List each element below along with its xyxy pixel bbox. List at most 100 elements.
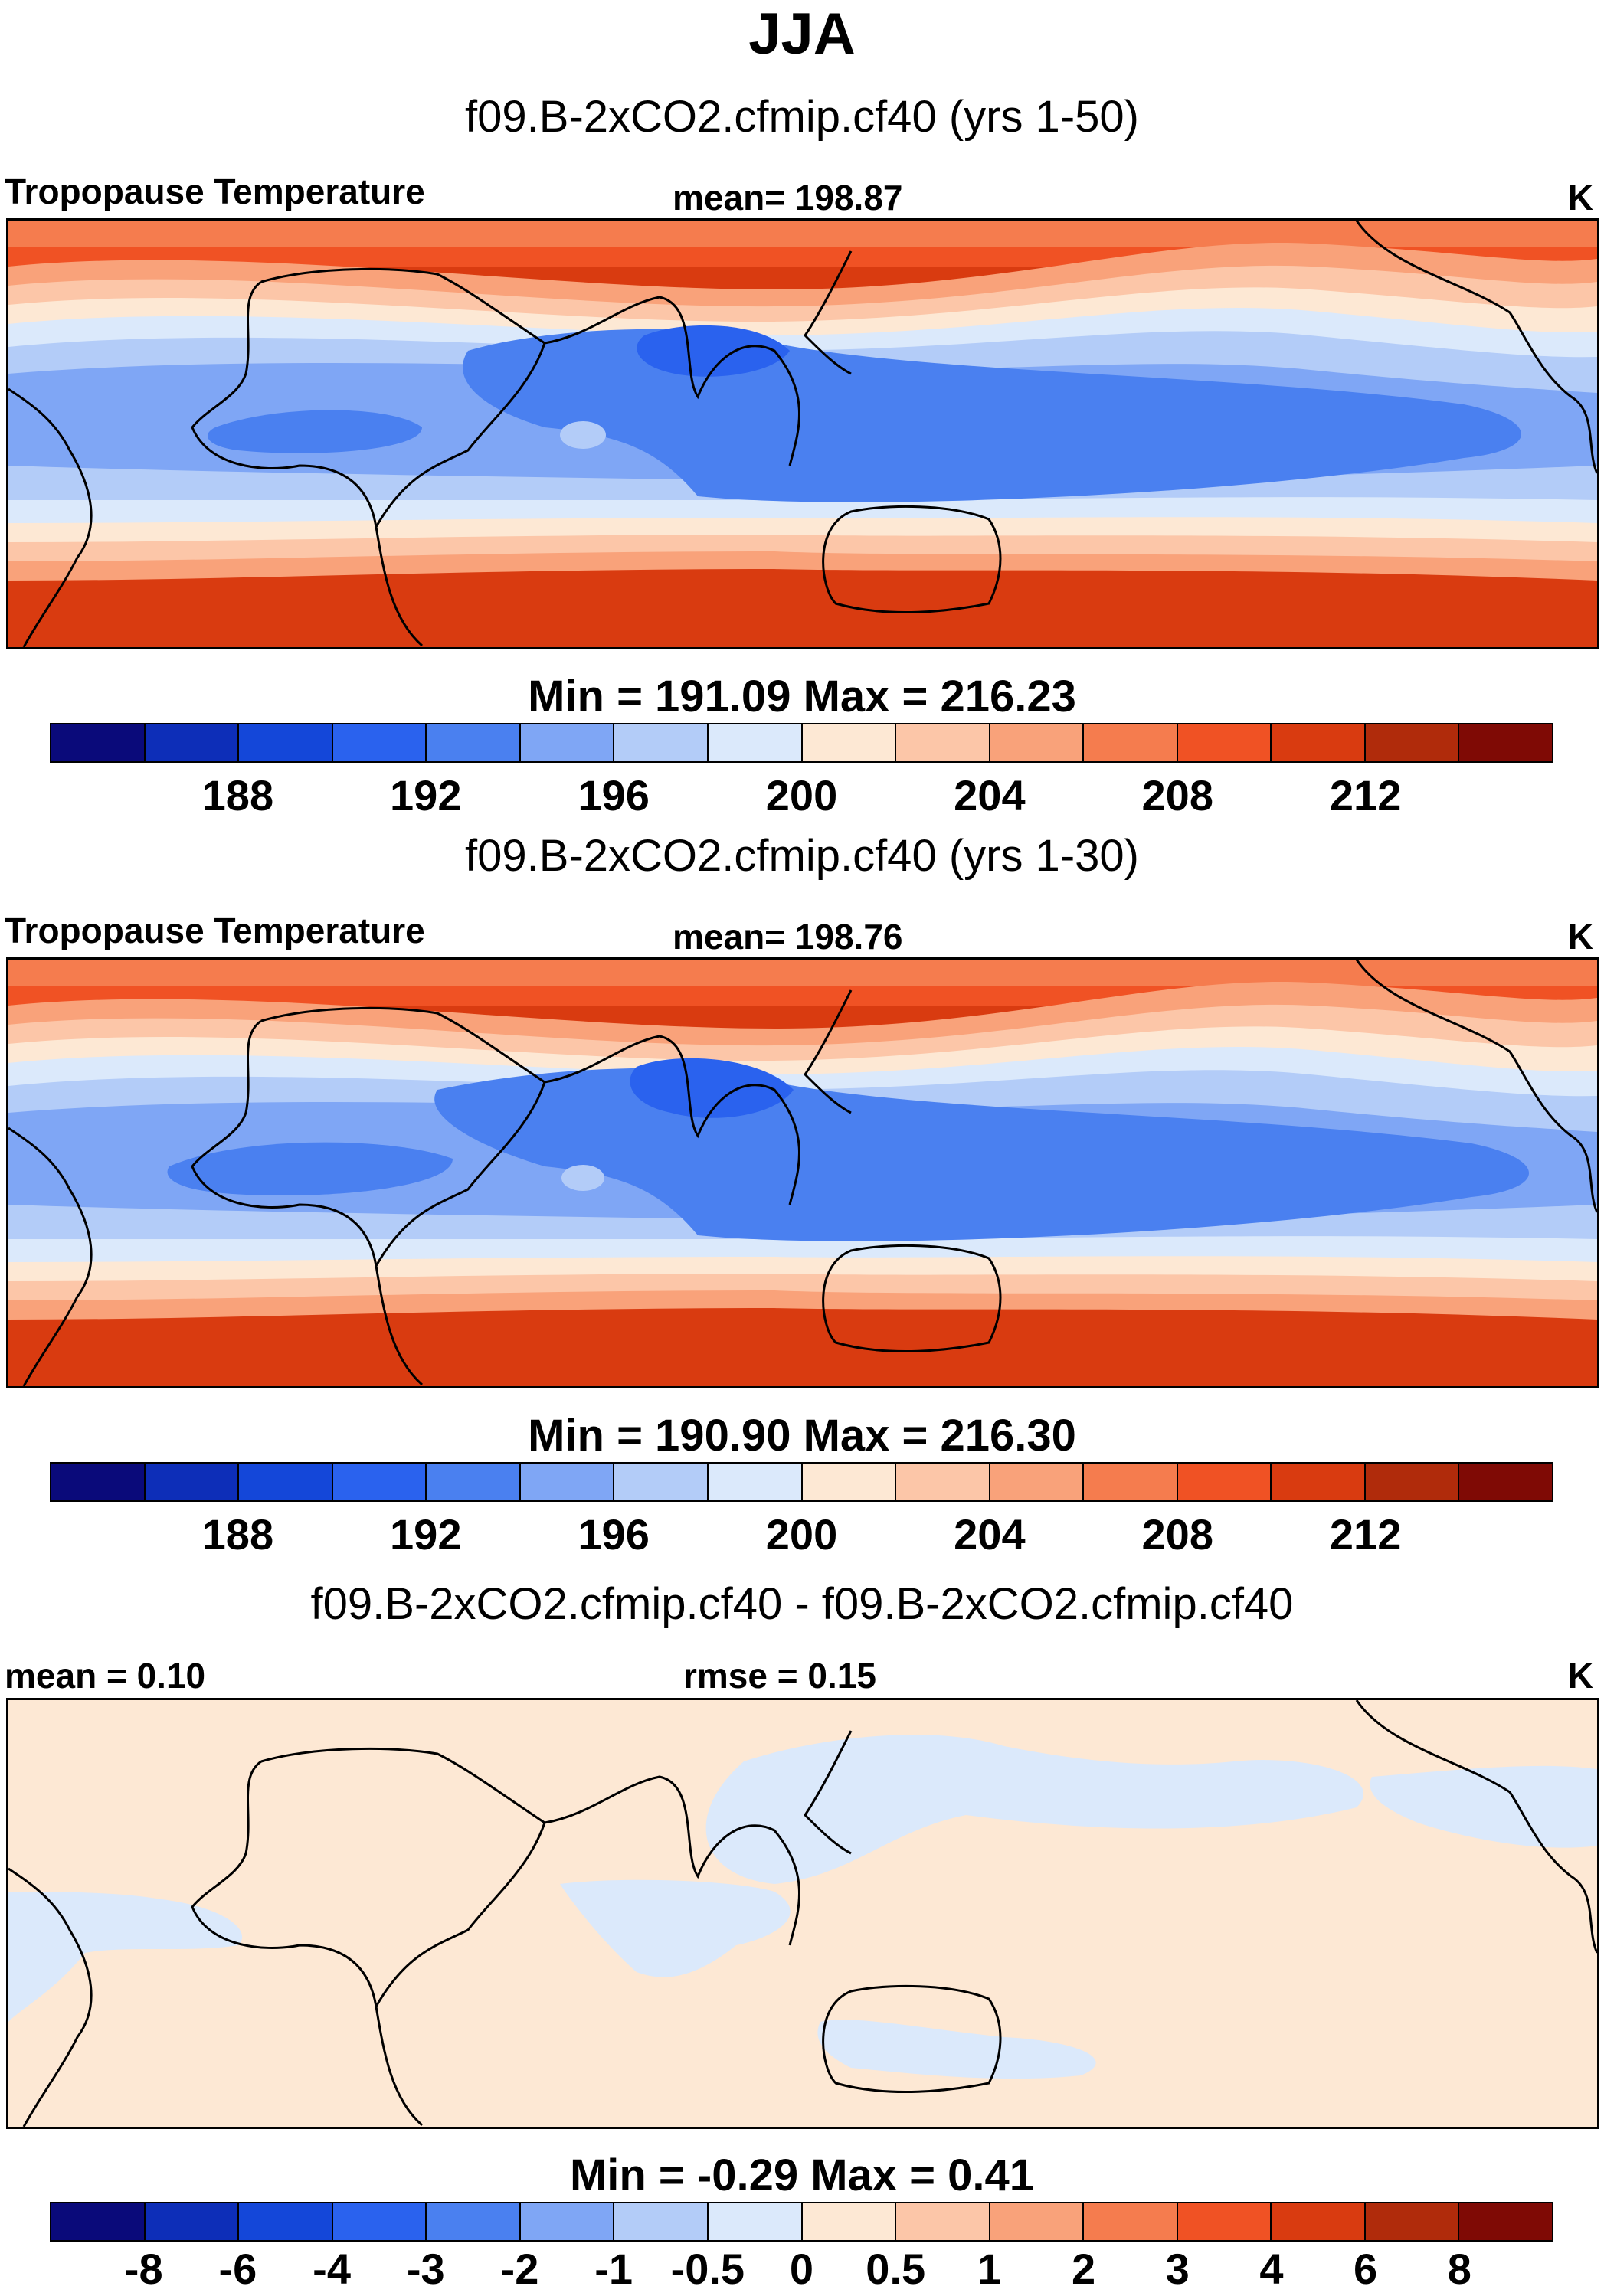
colorbar-tick-label: 200 bbox=[765, 771, 838, 819]
colorbar-swatch bbox=[1084, 724, 1178, 761]
colorbar-swatch bbox=[239, 2203, 333, 2240]
colorbar-tick-label: 212 bbox=[1329, 771, 1402, 819]
colorbar-swatch bbox=[427, 1464, 521, 1500]
colorbar-swatch bbox=[145, 2203, 240, 2240]
colorbar-swatch bbox=[1365, 1464, 1460, 1500]
colorbar-tick-label: 0 bbox=[789, 2245, 814, 2293]
colorbar-tick-label: -2 bbox=[500, 2245, 539, 2293]
colorbar-tick-label: 6 bbox=[1354, 2245, 1378, 2293]
colorbar-swatch bbox=[1177, 2203, 1272, 2240]
colorbar-swatch bbox=[990, 1464, 1085, 1500]
colorbar-swatch bbox=[239, 724, 333, 761]
panel3-coastlines bbox=[8, 1700, 1597, 2127]
colorbar-swatch bbox=[802, 2203, 897, 2240]
panel2-map bbox=[6, 957, 1599, 1388]
colorbar-tick-label: -8 bbox=[124, 2245, 163, 2293]
panel1-variable-label: Tropopause Temperature bbox=[5, 172, 425, 211]
colorbar-tick-label: 188 bbox=[201, 771, 274, 819]
colorbar-swatch bbox=[896, 724, 990, 761]
colorbar-swatch bbox=[708, 2203, 803, 2240]
colorbar-tick-label: 212 bbox=[1329, 1510, 1402, 1558]
colorbar-swatch bbox=[1272, 2203, 1366, 2240]
contour-band bbox=[705, 1735, 1364, 1884]
colorbar-swatch bbox=[1365, 2203, 1460, 2240]
colorbar-swatch bbox=[1084, 2203, 1178, 2240]
colorbar-swatch bbox=[145, 724, 240, 761]
colorbar-swatch bbox=[427, 2203, 521, 2240]
colorbar-tick-label: 2 bbox=[1071, 2245, 1096, 2293]
colorbar-swatch bbox=[614, 724, 709, 761]
colorbar-tick-label: 4 bbox=[1259, 2245, 1284, 2293]
colorbar-swatch bbox=[802, 724, 897, 761]
colorbar-tick-label: 208 bbox=[1141, 1510, 1213, 1558]
colorbar-swatch bbox=[990, 724, 1085, 761]
panel2-mean-label: mean= 198.76 bbox=[673, 917, 903, 957]
panel3-subtitle: f09.B-2xCO2.cfmip.cf40 - f09.B-2xCO2.cfm… bbox=[310, 1579, 1294, 1629]
colorbar-swatch bbox=[1177, 724, 1272, 761]
colorbar-swatch bbox=[708, 1464, 803, 1500]
colorbar-tick-label: 196 bbox=[578, 1510, 650, 1558]
figure-title: JJA bbox=[748, 2, 856, 67]
colorbar-swatch bbox=[614, 2203, 709, 2240]
panel1-subtitle: f09.B-2xCO2.cfmip.cf40 (yrs 1-50) bbox=[465, 92, 1139, 142]
colorbar-tick-label: 1 bbox=[977, 2245, 1002, 2293]
panel1-min-max: Min = 191.09 Max = 216.23 bbox=[528, 672, 1076, 721]
panel3-rmse-label: rmse = 0.15 bbox=[683, 1656, 876, 1696]
panel3-colorbar-ticks: -8 -6 -4 -3 -2 -1 -0.5 0 0.5 1 2 3 4 6 8 bbox=[50, 2242, 1553, 2296]
colorbar-tick-label: -3 bbox=[406, 2245, 445, 2293]
colorbar-tick-label: 204 bbox=[954, 1510, 1026, 1558]
contour-band bbox=[8, 221, 1597, 247]
panel2-subtitle: f09.B-2xCO2.cfmip.cf40 (yrs 1-30) bbox=[465, 831, 1139, 881]
colorbar-swatch bbox=[427, 724, 521, 761]
contour-band bbox=[1370, 1765, 1597, 1848]
contour-band bbox=[167, 1142, 453, 1195]
colorbar-swatch bbox=[332, 724, 427, 761]
panel1-mean-label: mean= 198.87 bbox=[673, 178, 903, 217]
colorbar-swatch bbox=[145, 1464, 240, 1500]
panel1-colorbar-ticks: 188 192 196 200 204 208 212 bbox=[50, 769, 1553, 823]
colorbar-swatch bbox=[1272, 724, 1366, 761]
colorbar-tick-label: -4 bbox=[313, 2245, 351, 2293]
panel1-colorbar bbox=[50, 723, 1553, 763]
contour-band bbox=[560, 1879, 791, 1977]
panel1-contour-field bbox=[8, 221, 1597, 647]
colorbar-swatch bbox=[896, 1464, 990, 1500]
colorbar-tick-label: 192 bbox=[390, 771, 462, 819]
panel2-colorbar-ticks: 188 192 196 200 204 208 212 bbox=[50, 1508, 1553, 1562]
panel2-coastlines bbox=[8, 960, 1597, 1386]
contour-band bbox=[208, 410, 422, 453]
colorbar-swatch bbox=[896, 2203, 990, 2240]
contour-band bbox=[8, 960, 1597, 986]
colorbar-swatch bbox=[1459, 1464, 1552, 1500]
colorbar-swatch bbox=[51, 724, 146, 761]
colorbar-swatch bbox=[1459, 2203, 1552, 2240]
colorbar-swatch bbox=[1177, 1464, 1272, 1500]
colorbar-swatch bbox=[332, 1464, 427, 1500]
panel2-contour-field bbox=[8, 960, 1597, 1386]
contour-band bbox=[560, 421, 606, 449]
colorbar-tick-label: 192 bbox=[390, 1510, 462, 1558]
colorbar-swatch bbox=[520, 724, 615, 761]
colorbar-swatch bbox=[1459, 724, 1552, 761]
panel3-map bbox=[6, 1698, 1599, 2129]
colorbar-swatch bbox=[332, 2203, 427, 2240]
panel1-coastlines bbox=[8, 221, 1597, 647]
colorbar-tick-label: -6 bbox=[218, 2245, 257, 2293]
colorbar-swatch bbox=[239, 1464, 333, 1500]
colorbar-tick-label: -1 bbox=[594, 2245, 633, 2293]
colorbar-swatch bbox=[520, 2203, 615, 2240]
colorbar-tick-label: 200 bbox=[765, 1510, 838, 1558]
panel2-colorbar bbox=[50, 1462, 1553, 1502]
colorbar-tick-label: 8 bbox=[1447, 2245, 1471, 2293]
colorbar-swatch bbox=[708, 724, 803, 761]
contour-band bbox=[817, 2020, 1096, 2079]
panel3-mean-label: mean = 0.10 bbox=[5, 1656, 206, 1696]
colorbar-swatch bbox=[1365, 724, 1460, 761]
contour-band bbox=[637, 325, 790, 377]
colorbar-tick-label: 196 bbox=[578, 771, 650, 819]
colorbar-swatch bbox=[614, 1464, 709, 1500]
colorbar-tick-label: -0.5 bbox=[670, 2245, 745, 2293]
panel3-units: K bbox=[1567, 1656, 1593, 1696]
colorbar-tick-label: 208 bbox=[1141, 771, 1213, 819]
colorbar-swatch bbox=[51, 2203, 146, 2240]
